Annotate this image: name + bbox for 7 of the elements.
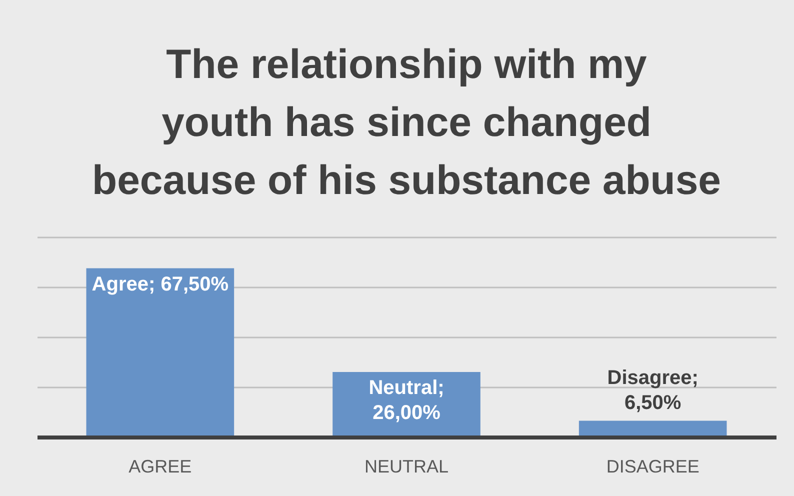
x-tick-label: AGREE bbox=[128, 456, 192, 476]
x-tick-label: NEUTRAL bbox=[364, 456, 449, 476]
data-label: Neutral; 26,00% bbox=[368, 377, 444, 424]
chart-title: The relationship with my youth has since changed because of his substance abuse bbox=[92, 41, 721, 203]
x-tick-label: DISAGREE bbox=[606, 456, 700, 476]
data-label: Disagree; 6,50% bbox=[607, 366, 698, 414]
data-label: Agree; 67,50% bbox=[92, 273, 229, 296]
